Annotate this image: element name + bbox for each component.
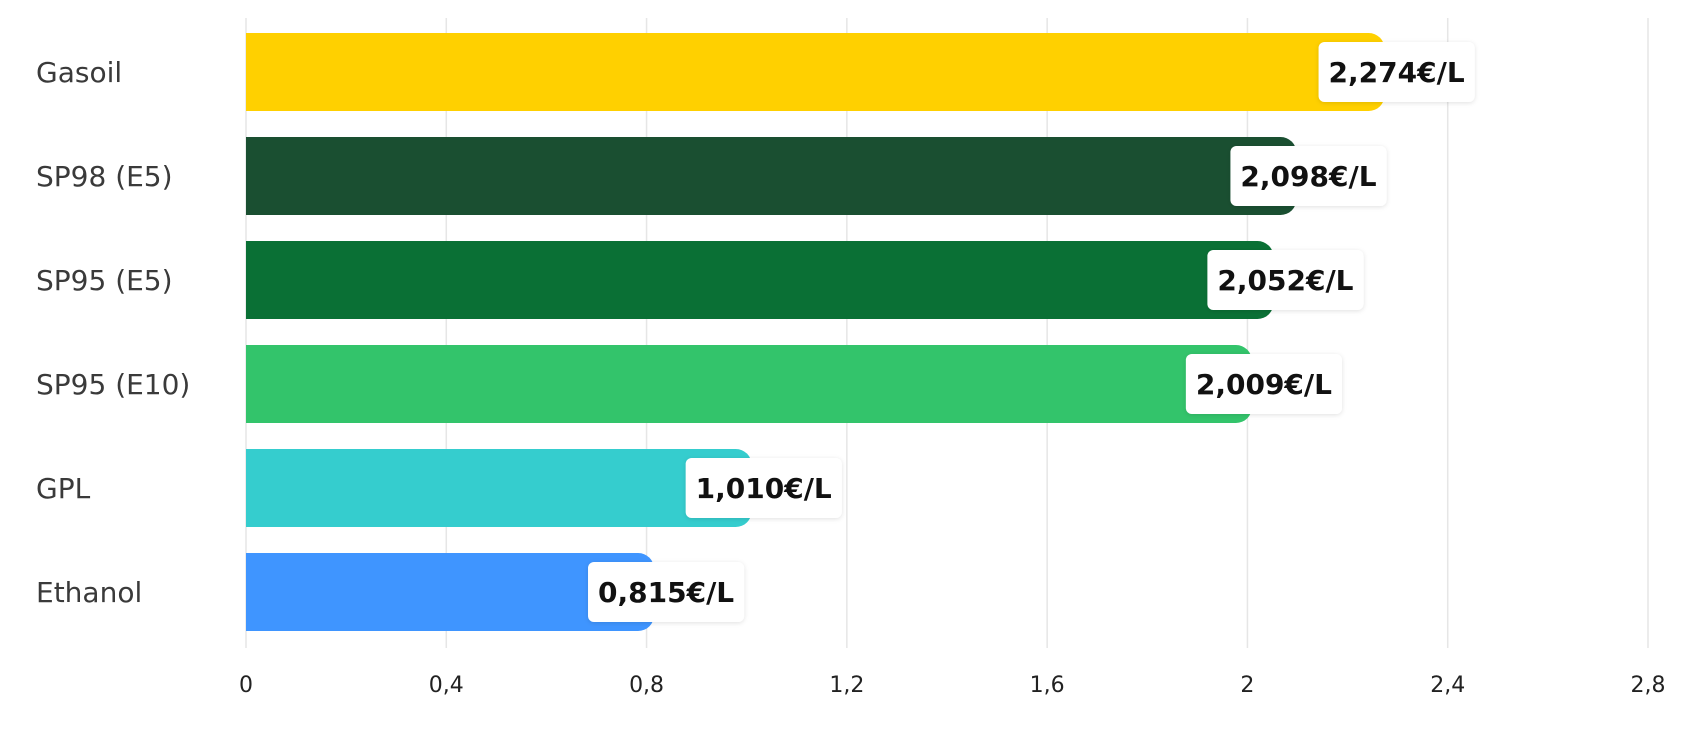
data-label-text: 2,274€/L — [1329, 56, 1465, 89]
bar — [246, 241, 1274, 319]
data-label: 2,098€/L — [1230, 146, 1387, 206]
bar — [246, 33, 1385, 111]
data-label-text: 0,815€/L — [598, 576, 734, 609]
data-label-box — [588, 562, 745, 622]
x-tick-label: 1,2 — [829, 673, 864, 698]
data-label: 2,009€/L — [1185, 354, 1342, 414]
data-label-text: 1,010€/L — [696, 472, 832, 505]
data-label-box — [1207, 250, 1364, 310]
x-tick-label: 0,8 — [629, 673, 664, 698]
x-tick-label: 2,8 — [1631, 673, 1666, 698]
bar — [246, 345, 1252, 423]
x-tick-label: 2,4 — [1430, 673, 1465, 698]
x-tick-label: 2 — [1240, 673, 1254, 698]
data-label: 0,815€/L — [588, 562, 745, 622]
category-label: Ethanol — [36, 576, 142, 609]
data-label: 1,010€/L — [685, 458, 842, 518]
data-label-text: 2,052€/L — [1217, 264, 1353, 297]
x-tick-label: 1,6 — [1030, 673, 1065, 698]
category-label: SP95 (E10) — [36, 368, 190, 401]
data-label-box — [1230, 146, 1387, 206]
data-label-box — [1318, 42, 1475, 102]
category-label: SP95 (E5) — [36, 264, 173, 297]
bar — [246, 449, 752, 527]
category-label: GPL — [36, 472, 91, 505]
data-label-text: 2,009€/L — [1196, 368, 1332, 401]
bar — [246, 137, 1297, 215]
x-tick-label: 0,4 — [429, 673, 464, 698]
bar — [246, 553, 655, 631]
data-label-box — [685, 458, 842, 518]
data-label-box — [1185, 354, 1342, 414]
x-tick-label: 0 — [239, 673, 253, 698]
category-labels: Gasoil SP98 (E5) SP95 (E5) SP95 (E10) GPL Eth… — [36, 56, 190, 609]
grid-lines — [245, 18, 1649, 648]
bars — [246, 33, 1385, 631]
x-axis-tick-labels: 0 0,4 0,8 1,2 1,6 2 2,4 2,8 — [239, 673, 1666, 698]
category-label: SP98 (E5) — [36, 160, 173, 193]
data-label: 2,052€/L — [1207, 250, 1364, 310]
category-label: Gasoil — [36, 56, 122, 89]
data-label-text: 2,098€/L — [1240, 160, 1376, 193]
data-label: 2,274€/L — [1318, 42, 1475, 102]
data-labels: 2,274€/L 2,098€/L 2,052€/L 2,009€/L 1,010€/L… — [588, 42, 1475, 622]
